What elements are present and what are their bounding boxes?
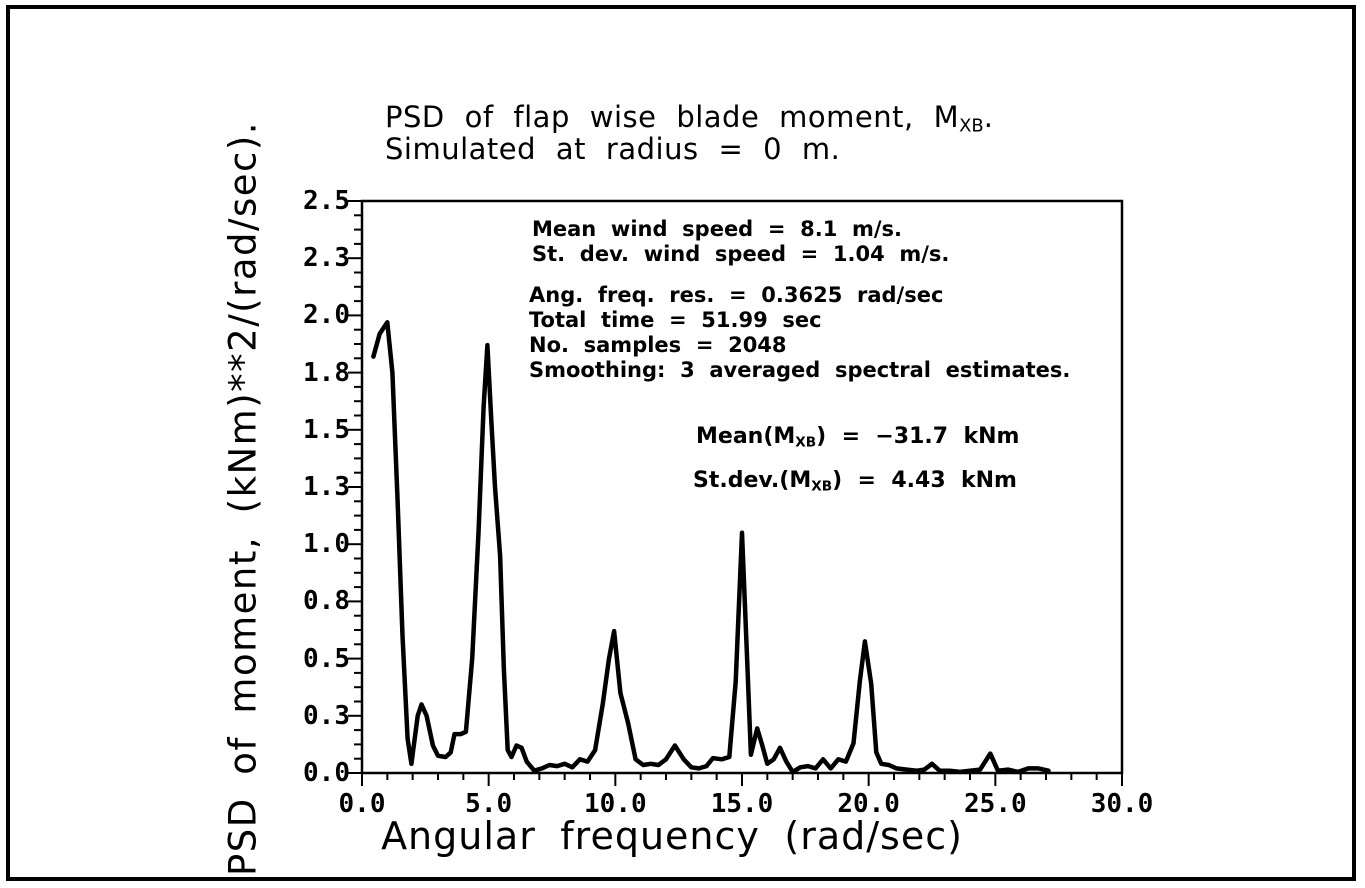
x-tick-label: 5.0 bbox=[465, 789, 513, 819]
x-tick-label: 10.0 bbox=[584, 789, 647, 819]
y-tick-label: 2.0 bbox=[303, 300, 350, 331]
stat-stdev-prefix: St.dev.(M bbox=[693, 468, 812, 493]
annotation-freq-resolution: Ang. freq. res. = 0.3625 rad/sec bbox=[529, 283, 944, 307]
stat-stdev-value: ) = 4.43 kNm bbox=[832, 468, 1017, 493]
y-tick-label: 2.3 bbox=[303, 243, 350, 274]
y-tick-label: 2.5 bbox=[303, 186, 350, 216]
y-tick-label: 0.3 bbox=[303, 700, 350, 731]
title-period: . bbox=[983, 100, 994, 134]
title-text: PSD of flap wise blade moment, M bbox=[385, 100, 960, 134]
stat-stdev-moment: St.dev.(MXB) = 4.43 kNm bbox=[693, 468, 1017, 494]
annotation-mean-wind-speed: Mean wind speed = 8.1 m/s. bbox=[532, 217, 903, 241]
stat-mean-prefix: Mean(M bbox=[696, 424, 796, 449]
x-tick-label: 20.0 bbox=[837, 789, 900, 819]
y-tick-label: 0.8 bbox=[303, 586, 350, 617]
figure-border bbox=[6, 5, 1356, 881]
annotation-wind-block: Mean wind speed = 8.1 m/s. St. dev. wind… bbox=[532, 217, 949, 267]
x-tick-label: 15.0 bbox=[710, 789, 774, 819]
y-tick-label: 1.5 bbox=[303, 414, 350, 445]
y-tick-label: 1.3 bbox=[303, 472, 350, 502]
y-tick-label: 1.8 bbox=[303, 357, 350, 388]
x-axis-label: Angular frequency (rad/sec) bbox=[381, 814, 963, 858]
y-tick-label: 0.5 bbox=[303, 643, 350, 674]
annotation-total-time: Total time = 51.99 sec bbox=[529, 308, 822, 332]
y-tick-label: 0.0 bbox=[303, 758, 350, 788]
chart-title-line2: Simulated at radius = 0 m. bbox=[385, 132, 841, 166]
stat-mean-moment: Mean(MXB) = −31.7 kNm bbox=[696, 424, 1019, 450]
y-tick-label: 1.0 bbox=[303, 529, 350, 560]
chart-title-line1: PSD of flap wise blade moment, MXB. bbox=[385, 101, 993, 142]
psd-curve bbox=[371, 320, 1051, 775]
stat-mean-subscript: XB bbox=[795, 434, 817, 451]
x-tick-label: 0.0 bbox=[338, 789, 386, 819]
stat-mean-value: ) = −31.7 kNm bbox=[816, 424, 1020, 449]
annotation-smoothing: Smoothing: 3 averaged spectral estimates… bbox=[529, 358, 1071, 382]
annotation-sim-block: Ang. freq. res. = 0.3625 rad/sec Total t… bbox=[529, 283, 1070, 383]
x-tick-label: 30.0 bbox=[1090, 789, 1154, 819]
title-subscript: XB bbox=[959, 115, 984, 137]
annotation-num-samples: No. samples = 2048 bbox=[529, 333, 787, 357]
stat-stdev-subscript: XB bbox=[811, 478, 833, 495]
annotation-stdev-wind-speed: St. dev. wind speed = 1.04 m/s. bbox=[532, 242, 950, 266]
x-tick-label: 25.0 bbox=[964, 789, 1027, 819]
